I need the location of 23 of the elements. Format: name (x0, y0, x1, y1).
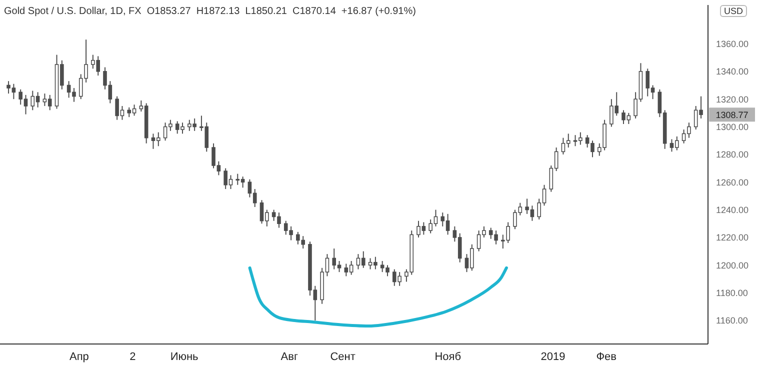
y-tick-label: 1180.00 (716, 288, 748, 298)
x-tick-label: Авг (280, 350, 298, 363)
x-tick-label: Фев (596, 350, 617, 363)
x-tick-label: 2019 (540, 350, 566, 363)
y-tick-label: 1340.00 (716, 66, 749, 77)
y-tick-label: 1280.00 (716, 150, 749, 160)
line-series (248, 266, 508, 328)
y-tick-label: 1220.00 (716, 232, 749, 243)
y-tick-label: 1200.00 (716, 260, 749, 270)
chart-title: Gold Spot / U.S. Dollar, 1D, FX O1853.27 H1872.13 L1850.21 C1870.14 +16.87 (+0.91%) (4, 6, 416, 17)
y-tick-label: 1360.00 (716, 38, 749, 49)
annotation: 1308.77 (716, 110, 748, 120)
x-tick-label: 2 (130, 350, 136, 363)
x-tick-label: Сент (330, 350, 356, 363)
y-tick-label: 1300.00 (716, 122, 749, 132)
y-axis-title: USD (720, 5, 748, 17)
y-tick-label: 1260.00 (716, 177, 749, 188)
y-tick-label: 1160.00 (716, 316, 748, 326)
x-tick-label: Июнь (170, 350, 199, 363)
x-tick-label: Апр (70, 350, 89, 363)
y-tick-label: 1320.00 (716, 94, 749, 104)
x-tick-label: Нояб (434, 350, 462, 363)
y-tick-label: 1240.00 (716, 204, 749, 215)
